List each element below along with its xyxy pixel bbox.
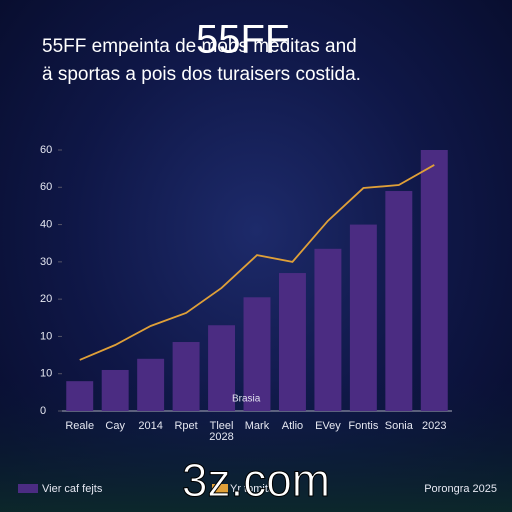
chart-title: 55FF empeinta de mobs meditas and	[42, 36, 357, 57]
bar	[137, 358, 165, 411]
bar	[420, 150, 448, 411]
bar	[66, 381, 94, 411]
overlay-title: 55FF	[196, 18, 289, 62]
x-tick-label: Mark	[244, 420, 270, 432]
line	[79, 164, 435, 361]
bar	[349, 224, 377, 411]
y-tick-label: 20	[40, 293, 52, 305]
x-tick-label: Fontis	[348, 420, 379, 432]
x-tick-label: Atlio	[281, 420, 304, 432]
y-tick-label: 60	[40, 181, 52, 193]
y-tick-label: 40	[40, 218, 52, 230]
chart-subtitle: ä sportas a pois dos turaisers costida.	[42, 64, 361, 85]
footer: Porongra 2025	[424, 483, 497, 495]
y-tick-label: 60	[40, 144, 52, 156]
x-tick-label: Tleel 2028	[209, 420, 234, 443]
bar	[101, 369, 129, 411]
x-tick-label: Rpet	[174, 420, 198, 432]
x-tick-label: EVey	[315, 420, 341, 432]
x-tick-label: 2014	[138, 420, 163, 432]
bar	[243, 297, 271, 411]
y-tick-label: 0	[40, 405, 46, 417]
x-tick-label: Cay	[105, 420, 125, 432]
bar	[278, 273, 306, 411]
bar	[172, 342, 200, 411]
legend-label: Vier caf fejts	[42, 483, 103, 495]
x-tick-label: Sonia	[384, 420, 413, 432]
x-tick-label: 2023	[422, 420, 447, 432]
legend-swatch	[18, 484, 38, 493]
y-tick-label: 10	[40, 330, 52, 342]
watermark: 3z.com	[182, 454, 330, 506]
legend-label: Yr tomits	[230, 483, 274, 495]
y-tick-label: 10	[40, 368, 52, 380]
legend-swatch	[212, 484, 228, 493]
bar	[385, 191, 413, 411]
x-tick-label: Reale	[65, 420, 95, 432]
y-tick-label: 30	[40, 256, 52, 268]
bar	[208, 325, 236, 411]
annotation: Brasia	[232, 394, 261, 405]
bar	[314, 248, 342, 411]
